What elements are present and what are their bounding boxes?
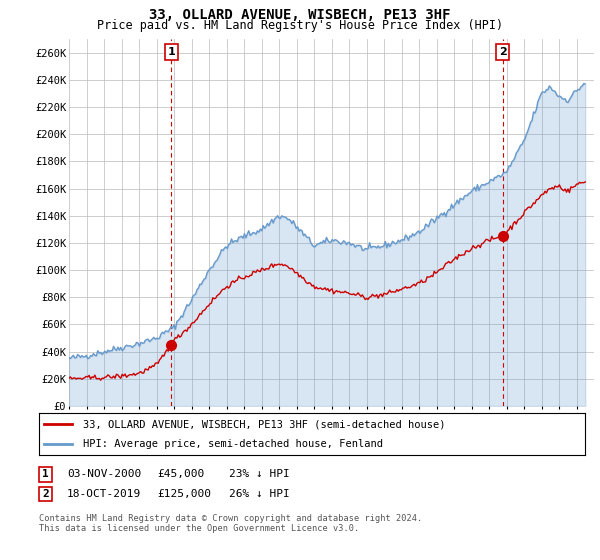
Text: £45,000: £45,000	[157, 469, 205, 479]
Text: 2: 2	[499, 47, 506, 57]
Text: 2: 2	[42, 489, 49, 499]
Text: Price paid vs. HM Land Registry's House Price Index (HPI): Price paid vs. HM Land Registry's House …	[97, 19, 503, 32]
Text: Contains HM Land Registry data © Crown copyright and database right 2024.
This d: Contains HM Land Registry data © Crown c…	[39, 514, 422, 533]
Text: 23% ↓ HPI: 23% ↓ HPI	[229, 469, 290, 479]
Text: 26% ↓ HPI: 26% ↓ HPI	[229, 489, 290, 499]
Text: 03-NOV-2000: 03-NOV-2000	[67, 469, 142, 479]
Text: £125,000: £125,000	[157, 489, 211, 499]
Text: 18-OCT-2019: 18-OCT-2019	[67, 489, 142, 499]
Text: 1: 1	[42, 469, 49, 479]
Text: 33, OLLARD AVENUE, WISBECH, PE13 3HF (semi-detached house): 33, OLLARD AVENUE, WISBECH, PE13 3HF (se…	[83, 419, 445, 430]
Text: 1: 1	[167, 47, 175, 57]
Text: 33, OLLARD AVENUE, WISBECH, PE13 3HF: 33, OLLARD AVENUE, WISBECH, PE13 3HF	[149, 8, 451, 22]
Text: HPI: Average price, semi-detached house, Fenland: HPI: Average price, semi-detached house,…	[83, 439, 383, 449]
